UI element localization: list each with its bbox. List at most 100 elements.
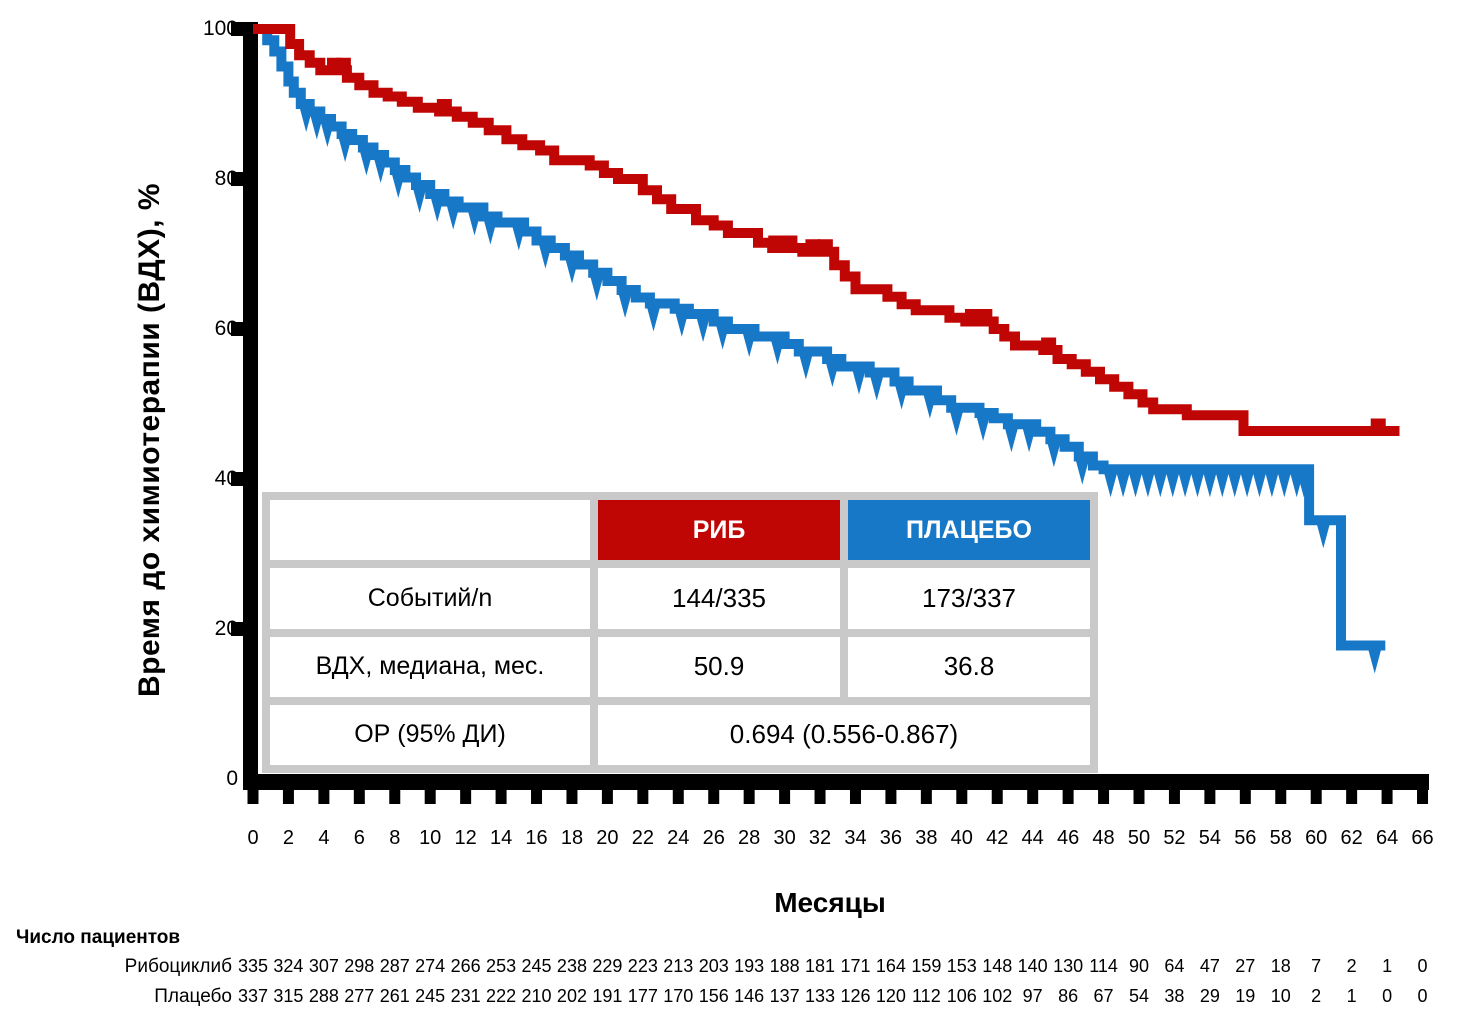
x-tick-label: 14 — [489, 827, 513, 849]
y-tick-label: 40 — [214, 467, 238, 490]
x-tick-label: 42 — [986, 827, 1009, 849]
censor-mark-placebo — [1264, 469, 1280, 498]
censor-mark-placebo — [537, 240, 553, 269]
at-risk-count: 2 — [1346, 956, 1357, 976]
y-tick-label: 0 — [226, 767, 238, 790]
x-axis-tick — [531, 789, 543, 804]
x-tick-label: 30 — [773, 827, 796, 849]
x-tick-label: 4 — [318, 827, 330, 849]
censor-mark-rib — [817, 239, 833, 255]
at-risk-count: 274 — [415, 956, 446, 976]
at-risk-count: 64 — [1164, 956, 1185, 976]
censor-mark-rib — [977, 309, 993, 324]
x-tick-label: 44 — [1021, 827, 1044, 849]
x-axis-tick — [1098, 789, 1110, 804]
censor-mark-placebo — [922, 390, 938, 419]
at-risk-count: 238 — [556, 956, 587, 976]
at-risk-count: 0 — [1382, 986, 1393, 1006]
table-corner-cell — [270, 500, 590, 561]
censor-mark-rib — [436, 99, 452, 114]
at-risk-count: 120 — [875, 986, 906, 1006]
x-axis-tick — [672, 789, 684, 804]
x-tick-label: 28 — [738, 827, 761, 849]
at-risk-count: 288 — [308, 986, 339, 1006]
at-risk-count: 245 — [415, 986, 446, 1006]
x-tick-label: 48 — [1092, 827, 1115, 849]
at-risk-count: 287 — [379, 956, 410, 976]
censor-mark-placebo — [390, 170, 406, 198]
at-risk-count: 188 — [769, 956, 800, 976]
at-risk-title: Число пациентов — [16, 927, 181, 948]
censor-mark-placebo — [309, 111, 325, 140]
x-axis-tick — [637, 789, 649, 804]
at-risk-count: 1 — [1382, 956, 1393, 976]
x-axis-tick — [1133, 789, 1145, 804]
censor-mark-placebo — [1289, 469, 1305, 498]
x-tick-label: 32 — [808, 827, 832, 849]
censor-mark-placebo — [319, 119, 335, 147]
at-risk-count: 67 — [1093, 986, 1114, 1006]
x-axis-tick — [1062, 789, 1074, 804]
table-median-placebo: 36.8 — [848, 636, 1090, 697]
censor-mark-placebo — [1128, 469, 1143, 498]
at-risk-count: 137 — [769, 986, 800, 1006]
censor-mark-placebo — [1103, 469, 1119, 498]
at-risk-count: 222 — [486, 986, 517, 1006]
censor-mark-rib — [964, 309, 980, 324]
y-tick-label: 60 — [214, 317, 238, 340]
at-risk-count: 223 — [627, 956, 658, 976]
censor-mark-placebo — [975, 413, 991, 441]
at-risk-count: 193 — [734, 956, 765, 976]
censor-mark-placebo — [589, 272, 605, 301]
at-risk-count: 315 — [273, 986, 304, 1006]
x-axis-tick — [601, 789, 613, 804]
censor-mark-placebo — [1140, 469, 1156, 498]
at-risk-count: 38 — [1164, 986, 1185, 1006]
stats-table: РИБ ПЛАЦЕБО Событий/n 144/335 173/337 ВД… — [262, 492, 1098, 773]
x-tick-label: 64 — [1375, 827, 1399, 849]
at-risk-count: 27 — [1235, 956, 1256, 976]
x-axis-title: Месяцы — [774, 887, 886, 918]
at-risk-count: 170 — [663, 986, 694, 1006]
x-tick-label: 16 — [525, 827, 548, 849]
at-risk-count: 102 — [982, 986, 1013, 1006]
censor-mark-placebo — [467, 207, 482, 236]
x-axis-tick — [389, 789, 401, 804]
at-risk-count: 213 — [663, 956, 694, 976]
censor-mark-placebo — [770, 336, 785, 365]
x-tick-label: 6 — [353, 827, 365, 849]
x-tick-label: 18 — [560, 827, 584, 849]
x-axis-tick — [247, 789, 259, 804]
censor-mark-placebo — [715, 321, 731, 350]
at-risk-count: 171 — [840, 956, 871, 976]
at-risk-count: 86 — [1058, 986, 1079, 1006]
x-axis-tick — [282, 789, 294, 804]
x-axis-tick — [1239, 789, 1251, 804]
at-risk-count: 181 — [805, 956, 836, 976]
x-axis-tick — [1204, 789, 1216, 804]
censor-mark-rib — [768, 235, 784, 251]
censor-mark-placebo — [851, 366, 867, 395]
x-axis-tick — [920, 789, 932, 804]
censor-mark-placebo — [798, 351, 814, 380]
x-axis-line — [243, 774, 1429, 790]
x-tick-label: 38 — [915, 827, 938, 849]
at-risk-count: 140 — [1017, 956, 1048, 976]
censor-mark-placebo — [741, 329, 757, 357]
censor-mark-placebo — [894, 381, 910, 410]
censor-mark-placebo — [1276, 469, 1292, 498]
at-risk-count: 203 — [698, 956, 729, 976]
x-axis-tick — [956, 789, 968, 804]
x-tick-label: 40 — [950, 827, 973, 849]
x-tick-label: 66 — [1411, 827, 1434, 849]
x-tick-label: 2 — [282, 827, 294, 849]
at-risk-count: 54 — [1128, 986, 1150, 1006]
at-risk-count: 146 — [734, 986, 765, 1006]
censor-mark-rib — [782, 235, 798, 251]
censor-mark-placebo — [824, 359, 840, 387]
at-risk-count: 29 — [1199, 986, 1220, 1006]
x-tick-label: 58 — [1269, 827, 1292, 849]
censor-mark-placebo — [1252, 469, 1267, 498]
at-risk-count: 298 — [344, 956, 375, 976]
y-axis-title: Время до химиотерапии (ВДХ), % — [133, 182, 166, 698]
